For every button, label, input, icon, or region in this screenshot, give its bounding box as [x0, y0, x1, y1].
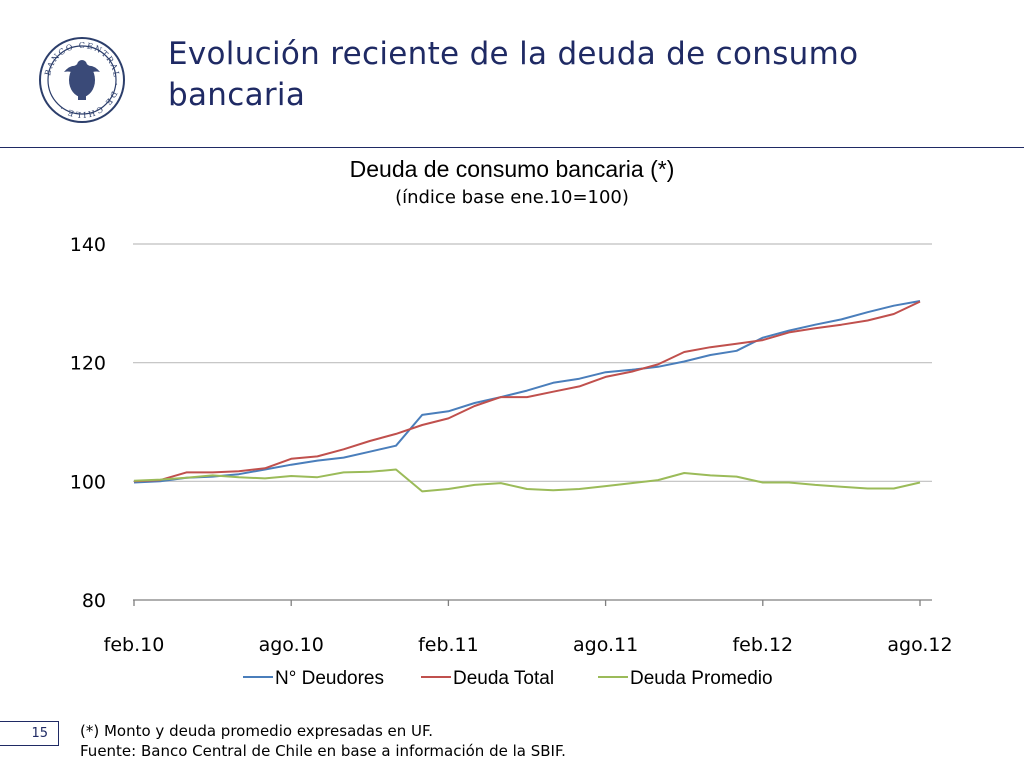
- legend-label: N° Deudores: [275, 668, 384, 689]
- x-tick-label: feb.10: [104, 634, 165, 656]
- legend-label: Deuda Promedio: [630, 668, 773, 689]
- footnote: (*) Monto y deuda promedio expresadas en…: [80, 721, 566, 761]
- x-tick-label: feb.11: [418, 634, 479, 656]
- y-tick-label: 100: [70, 471, 106, 493]
- series-line-deuda-promedio: [133, 468, 921, 493]
- y-tick-label: 80: [82, 590, 106, 612]
- x-tick-label: feb.12: [732, 634, 793, 656]
- footnote-source: Fuente: Banco Central de Chile en base a…: [80, 742, 566, 760]
- y-tick-label: 120: [70, 353, 106, 375]
- line-chart: 80 100 120 140 feb.10 ago.10 feb.11 ago.11 feb.1…: [70, 234, 953, 689]
- chart-title: Deuda de consumo bancaria (*): [349, 156, 675, 182]
- series-line-n-deudores: [133, 300, 921, 484]
- header-divider: [0, 147, 1024, 148]
- x-tick-label: ago.12: [887, 634, 952, 656]
- x-tick-label: ago.10: [259, 634, 324, 656]
- footnote-note: (*) Monto y deuda promedio expresadas en…: [80, 722, 434, 740]
- series-line-deuda-total: [133, 300, 921, 483]
- chart-subtitle: (índice base ene.10=100): [395, 187, 629, 208]
- banco-central-logo: BANCO CENTRAL · DE CHILE ·: [39, 37, 125, 123]
- x-tick-label: ago.11: [573, 634, 638, 656]
- slide-title: Evolución reciente de la deuda de consum…: [168, 36, 859, 113]
- page-number: 15: [0, 721, 59, 746]
- legend-label: Deuda Total: [453, 668, 554, 689]
- y-tick-label: 140: [70, 234, 106, 256]
